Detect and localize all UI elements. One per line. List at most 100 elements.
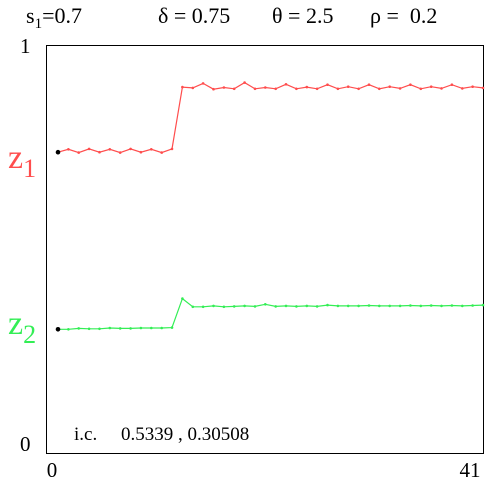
point-z1-27 <box>336 87 340 91</box>
point-z1-5 <box>108 148 112 151</box>
x-tick-max: 41 <box>460 458 481 482</box>
point-z2-15 <box>212 304 215 308</box>
point-z1-2 <box>77 151 80 154</box>
parameter-header: s1=0.7 δ = 0.75 θ = 2.5 ρ = 0.2 <box>26 3 437 32</box>
point-z1-7 <box>129 147 132 151</box>
point-z1-25 <box>315 87 319 91</box>
point-z2-11 <box>170 326 174 329</box>
point-z2-32 <box>388 304 392 308</box>
point-z2-36 <box>429 304 433 307</box>
point-z2-22 <box>284 304 288 308</box>
point-z1-34 <box>409 83 412 86</box>
initial-conditions-values: 0.5339 , 0.30508 <box>121 424 249 445</box>
point-z2-13 <box>191 305 195 309</box>
point-z2-6 <box>118 327 122 330</box>
point-z1-30 <box>367 83 371 86</box>
point-z1-33 <box>398 87 402 90</box>
param-delta: δ = 0.75 <box>158 3 230 28</box>
param-rho: ρ = 0.2 <box>370 3 437 28</box>
series-line-z2 <box>58 297 484 330</box>
point-z1-29 <box>357 87 360 91</box>
point-z1-6 <box>118 151 122 154</box>
point-z1-18 <box>243 81 246 84</box>
point-z2-41 <box>481 303 485 307</box>
point-z1-23 <box>295 87 298 91</box>
point-z1-19 <box>253 87 257 91</box>
point-z1-40 <box>471 85 474 88</box>
point-z2-38 <box>450 304 454 307</box>
point-z2-1 <box>67 328 70 331</box>
point-z2-17 <box>232 305 236 308</box>
initial-point-z2 <box>55 327 61 332</box>
point-z1-28 <box>346 85 350 88</box>
point-z2-37 <box>440 304 443 308</box>
x-tick-min: 0 <box>47 458 58 482</box>
point-z2-39 <box>461 304 464 308</box>
point-z2-8 <box>139 326 143 330</box>
point-z2-25 <box>315 305 319 308</box>
point-z1-12 <box>181 85 184 89</box>
point-z2-14 <box>201 305 205 309</box>
point-z2-26 <box>326 303 329 307</box>
point-z1-39 <box>461 87 464 90</box>
point-z2-2 <box>77 327 80 330</box>
point-z1-11 <box>170 147 174 151</box>
point-z1-13 <box>191 86 195 90</box>
point-z1-8 <box>139 150 143 154</box>
point-z2-31 <box>378 304 381 308</box>
point-z2-29 <box>357 304 360 308</box>
series-markers <box>56 81 485 331</box>
param-theta: θ = 2.5 <box>272 3 333 28</box>
point-z2-5 <box>108 326 112 330</box>
point-z2-7 <box>129 327 132 330</box>
param-s1: s1=0.7 <box>26 3 82 32</box>
point-z2-28 <box>346 304 350 308</box>
point-z1-21 <box>274 87 278 91</box>
point-z2-34 <box>409 304 412 307</box>
point-z2-18 <box>243 304 246 308</box>
series-label-z2: z2 <box>8 305 36 349</box>
point-z1-24 <box>305 85 309 89</box>
point-z1-22 <box>284 83 288 86</box>
point-z2-23 <box>295 305 298 308</box>
point-z1-38 <box>450 83 454 86</box>
point-z2-16 <box>222 305 226 309</box>
point-z2-12 <box>181 297 184 300</box>
point-z2-4 <box>98 327 101 331</box>
initial-point-z1 <box>55 149 61 155</box>
point-z1-31 <box>378 87 381 91</box>
point-z1-15 <box>212 87 215 91</box>
point-z1-9 <box>150 148 153 151</box>
y-tick-max: 1 <box>20 34 31 58</box>
point-z2-27 <box>336 304 340 308</box>
point-z2-30 <box>367 304 371 307</box>
point-z2-10 <box>160 326 163 330</box>
point-z1-3 <box>87 147 91 151</box>
point-z2-40 <box>471 304 474 307</box>
point-z2-19 <box>253 305 257 308</box>
point-z1-4 <box>98 150 101 154</box>
point-z1-41 <box>481 86 485 90</box>
point-z1-1 <box>67 148 70 151</box>
point-z1-35 <box>419 87 423 91</box>
point-z1-10 <box>160 151 163 154</box>
point-z1-17 <box>232 87 236 91</box>
point-z1-14 <box>201 82 205 85</box>
point-z1-26 <box>326 83 329 86</box>
point-z2-21 <box>274 305 278 308</box>
series-line-z1 <box>57 81 484 154</box>
point-z2-3 <box>87 327 91 331</box>
point-z1-36 <box>429 85 433 88</box>
point-z1-20 <box>264 86 267 89</box>
point-z2-9 <box>150 326 153 330</box>
plot-frame <box>46 45 484 454</box>
point-z2-24 <box>305 304 309 308</box>
series-label-z1: z1 <box>8 139 36 183</box>
point-z1-32 <box>388 85 392 88</box>
point-z2-35 <box>419 304 423 308</box>
point-z2-33 <box>398 304 402 308</box>
y-tick-min: 0 <box>20 432 31 456</box>
point-z2-20 <box>264 303 267 306</box>
point-z1-37 <box>440 87 443 90</box>
